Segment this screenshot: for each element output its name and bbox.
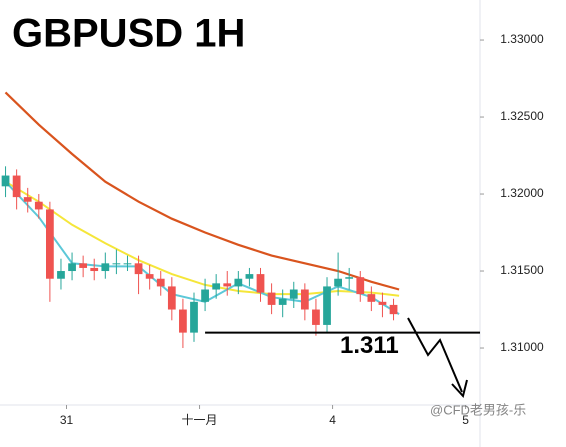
candle-body (300, 289, 309, 310)
x-tick-label: 5 (462, 413, 469, 427)
candle-body (389, 304, 398, 315)
candle-body (57, 271, 65, 279)
candle-body (190, 301, 198, 333)
candle-body (334, 278, 342, 287)
candle-body (156, 278, 165, 287)
candle-body (12, 175, 21, 198)
candle-body (212, 283, 221, 290)
y-tick-label: 1.31500 (500, 263, 544, 277)
candle-body (145, 274, 154, 279)
y-tick-label: 1.32000 (500, 186, 544, 200)
y-tick-label: 1.32500 (500, 109, 544, 123)
candle-body (1, 175, 10, 187)
candle-body (123, 263, 132, 265)
candle-body (256, 274, 265, 293)
candle-body (167, 286, 176, 310)
candle-body (112, 263, 121, 265)
candle-body (223, 283, 232, 287)
candle-body (267, 292, 276, 305)
candle-body (34, 201, 43, 210)
candle-body (234, 278, 243, 287)
y-tick-label: 1.33000 (500, 32, 544, 46)
y-tick-label: 1.31000 (500, 340, 544, 354)
x-tick-label: 十一月 (182, 413, 218, 427)
candle-body (201, 289, 209, 302)
candle-body (179, 309, 187, 333)
candle-body (278, 298, 287, 305)
x-tick-label: 31 (60, 413, 74, 427)
candle-body (245, 274, 254, 279)
support-label: 1.311 (340, 332, 399, 359)
candle-body (367, 294, 376, 302)
candle-body (79, 263, 88, 268)
candle-body (356, 277, 365, 295)
chart-title: GBPUSD 1H (12, 12, 245, 56)
candle-body (312, 309, 320, 325)
candle-body (289, 289, 298, 299)
candle-body (101, 263, 110, 272)
arrow-head (451, 379, 468, 399)
forecast-arrow (407, 317, 463, 393)
candle-body (345, 277, 354, 279)
candle-body (378, 301, 387, 305)
candle-body (323, 286, 331, 325)
candle-body (90, 267, 99, 272)
candle-body (23, 197, 32, 202)
candle-body (134, 263, 143, 275)
candle-body (46, 209, 54, 279)
candle-body (68, 263, 76, 272)
watermark: @CFD老男孩-乐 (430, 402, 526, 417)
x-tick-label: 4 (329, 413, 336, 427)
